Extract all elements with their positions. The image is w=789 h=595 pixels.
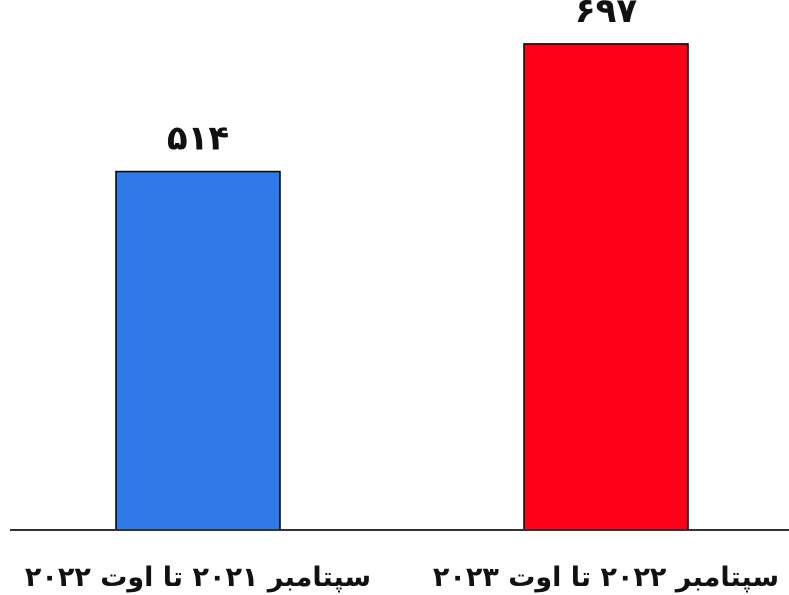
value-labels-group: ۵۱۴ ۶۹۷ [167, 0, 638, 159]
value-label-1: ۵۱۴ [167, 119, 229, 159]
x-tick-labels-group: سپتامبر ۲۰۲۱ تا اوت ۲۰۲۲ سپتامبر ۲۰۲۲ تا … [25, 562, 779, 593]
bar-1 [115, 170, 281, 531]
x-tick-label-2: سپتامبر ۲۰۲۲ تا اوت ۲۰۲۳ [433, 562, 779, 593]
x-tick-label-1: سپتامبر ۲۰۲۱ تا اوت ۲۰۲۲ [25, 562, 371, 593]
bars-group [115, 43, 689, 531]
value-label-2: ۶۹۷ [575, 0, 638, 31]
bar-2 [523, 43, 689, 531]
